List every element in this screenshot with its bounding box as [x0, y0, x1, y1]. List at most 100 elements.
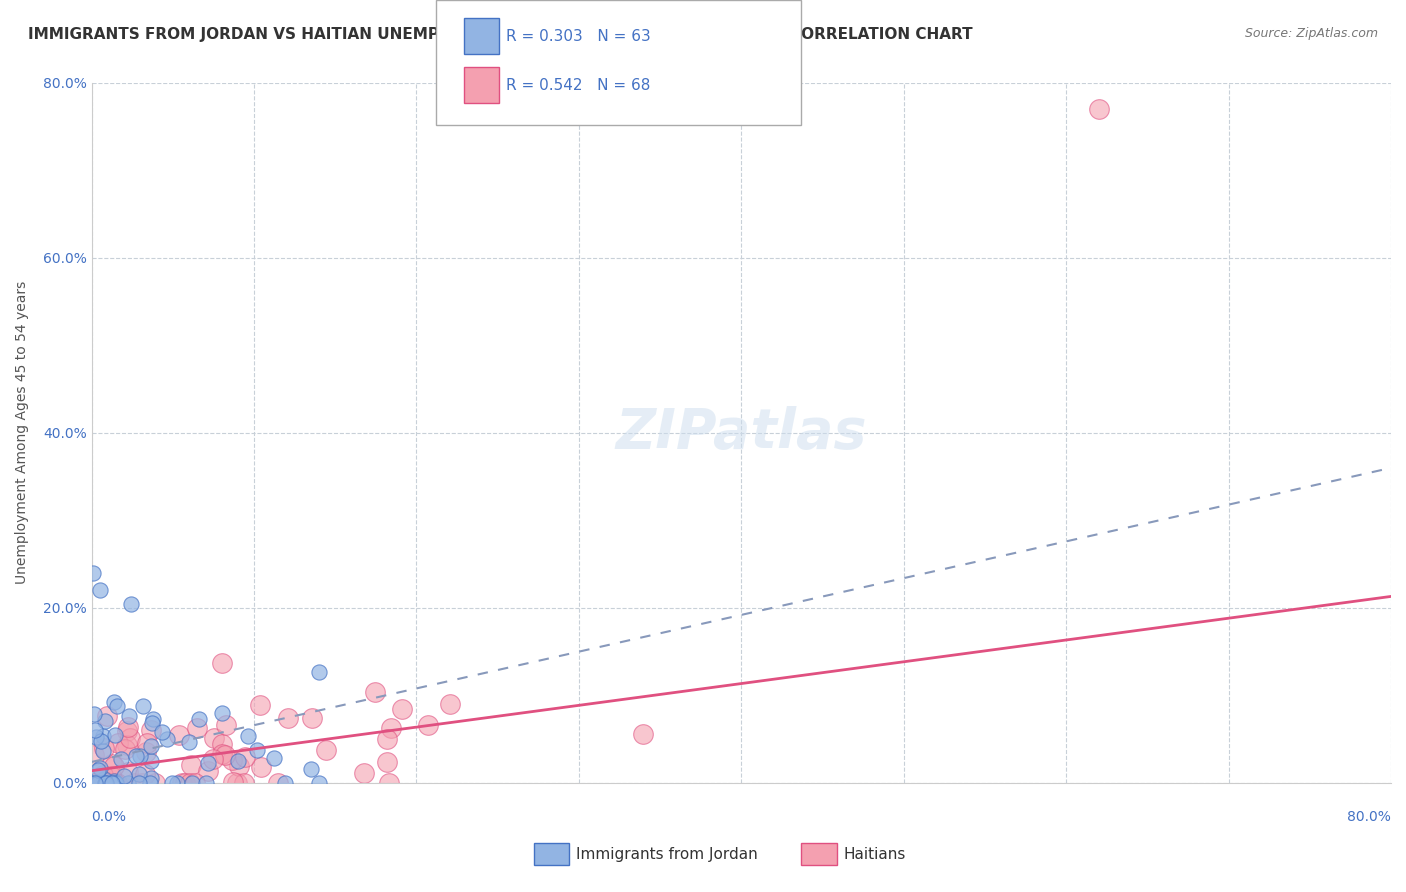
Point: [416, 718, 439, 732]
Point: [103, 775, 125, 789]
Point: [117, 775, 139, 789]
Point: [631, 727, 654, 741]
Point: [86, 773, 108, 788]
Point: [91, 744, 114, 758]
Point: [375, 732, 398, 747]
Point: [100, 770, 122, 784]
Point: [118, 708, 141, 723]
Point: [236, 729, 259, 743]
Point: [1087, 102, 1109, 116]
Point: [94, 775, 117, 789]
Point: [107, 736, 129, 750]
Point: [96, 775, 118, 789]
Text: Source: ZipAtlas.com: Source: ZipAtlas.com: [1244, 27, 1378, 40]
Point: [82, 775, 104, 789]
Point: [94, 775, 117, 789]
Point: [225, 775, 247, 789]
Point: [125, 749, 148, 764]
Point: [188, 712, 211, 726]
Point: [94, 775, 117, 789]
Point: [114, 742, 136, 756]
Point: [93, 772, 115, 786]
Point: [89, 761, 111, 775]
Text: 0.0%: 0.0%: [91, 810, 127, 824]
Point: [233, 750, 256, 764]
Point: [391, 702, 413, 716]
Point: [299, 762, 322, 776]
Point: [103, 695, 125, 709]
Point: [115, 723, 138, 738]
Point: [250, 760, 273, 774]
Point: [82, 775, 104, 789]
Point: [122, 775, 145, 789]
Point: [180, 757, 202, 772]
Point: [96, 708, 118, 723]
Text: R = 0.542   N = 68: R = 0.542 N = 68: [506, 78, 651, 93]
Point: [82, 566, 104, 580]
Point: [86, 775, 108, 789]
Point: [155, 732, 177, 747]
Text: 80.0%: 80.0%: [1347, 810, 1391, 824]
Point: [90, 733, 112, 747]
Text: Haitians: Haitians: [844, 847, 905, 862]
Point: [378, 775, 401, 789]
Point: [86, 764, 108, 778]
Point: [160, 775, 183, 789]
Point: [117, 765, 139, 780]
Point: [120, 598, 142, 612]
Point: [173, 775, 195, 789]
Point: [267, 775, 290, 789]
Point: [166, 775, 188, 789]
Point: [83, 748, 105, 763]
Point: [202, 731, 225, 745]
Point: [128, 767, 150, 781]
Point: [197, 756, 219, 771]
Point: [104, 775, 127, 789]
Point: [132, 699, 155, 714]
Point: [143, 775, 166, 789]
Point: [134, 767, 156, 781]
Point: [141, 715, 163, 730]
Point: [93, 714, 115, 728]
Point: [94, 775, 117, 789]
Point: [103, 759, 125, 773]
Point: [211, 706, 233, 720]
Point: [222, 774, 245, 789]
Point: [263, 751, 285, 765]
Point: [150, 724, 173, 739]
Point: [195, 775, 218, 789]
Point: [380, 721, 402, 735]
Point: [136, 735, 159, 749]
Point: [211, 747, 233, 762]
Point: [128, 775, 150, 789]
Point: [83, 706, 105, 721]
Point: [87, 775, 110, 789]
Point: [197, 764, 219, 778]
Point: [94, 775, 117, 789]
Y-axis label: Unemployment Among Ages 45 to 54 years: Unemployment Among Ages 45 to 54 years: [15, 281, 30, 584]
Point: [129, 749, 152, 764]
Point: [105, 775, 128, 789]
Point: [308, 775, 330, 789]
Point: [84, 730, 107, 744]
Point: [117, 720, 139, 734]
Text: ZIPatlas: ZIPatlas: [616, 406, 868, 459]
Point: [226, 755, 249, 769]
Point: [167, 728, 190, 742]
Point: [84, 775, 107, 789]
Point: [180, 775, 202, 789]
Point: [139, 739, 162, 753]
Point: [439, 698, 461, 712]
Point: [115, 738, 138, 752]
Point: [211, 737, 233, 751]
Point: [91, 767, 114, 781]
Point: [135, 745, 157, 759]
Point: [301, 711, 323, 725]
Point: [104, 775, 127, 789]
Point: [249, 698, 271, 713]
Point: [186, 721, 208, 735]
Point: [142, 712, 165, 726]
Point: [177, 734, 200, 748]
Point: [215, 717, 238, 731]
Point: [233, 775, 256, 789]
